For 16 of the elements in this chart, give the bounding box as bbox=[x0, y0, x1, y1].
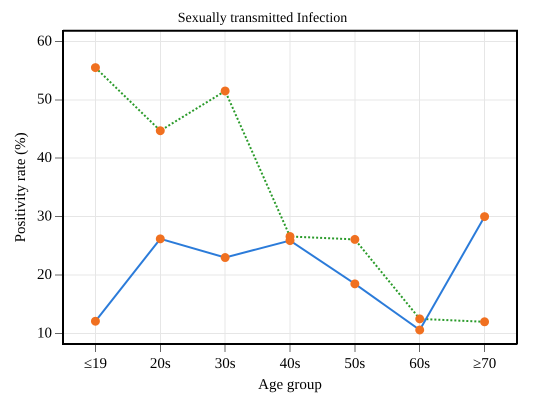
x-tick-label: 40s bbox=[280, 356, 301, 372]
x-tick-label: ≥70 bbox=[472, 356, 496, 372]
y-tick-label: 60 bbox=[37, 33, 52, 50]
y-tick-label: 30 bbox=[37, 208, 52, 225]
x-tick-label: 20s bbox=[150, 356, 171, 372]
x-tick-label: 30s bbox=[214, 356, 236, 372]
y-tick-label: 10 bbox=[37, 325, 52, 342]
chart-title: Sexually transmitted Infection bbox=[178, 11, 348, 26]
x-tick-label: 50s bbox=[344, 356, 366, 372]
y-axis-title: Positivity rate (%) bbox=[12, 132, 29, 242]
x-tick-label: 60s bbox=[409, 356, 430, 372]
x-axis-title: Age group bbox=[258, 376, 322, 393]
y-tick-label: 40 bbox=[37, 150, 52, 166]
x-tick-label: ≤19 bbox=[84, 356, 108, 372]
y-tick-label: 50 bbox=[37, 92, 52, 108]
y-tick-label: 20 bbox=[37, 266, 52, 283]
